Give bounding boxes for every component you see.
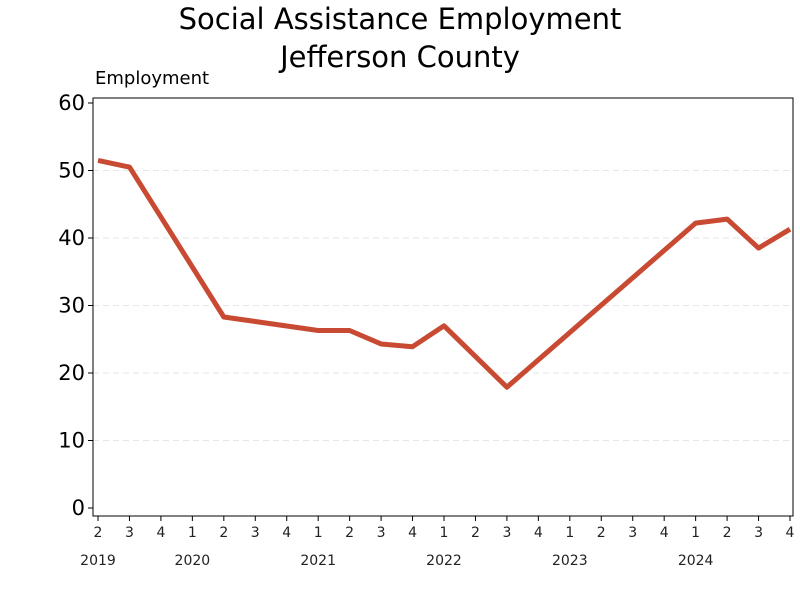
x-tick-label: 4: [282, 525, 291, 541]
x-tick-label: 4: [534, 525, 543, 541]
x-tick-label: 3: [377, 525, 386, 541]
year-label: 2023: [552, 553, 588, 569]
x-tick-label: 1: [440, 525, 449, 541]
year-label: 2022: [426, 553, 462, 569]
x-tick-label: 2: [597, 525, 606, 541]
plot-frame: [92, 97, 794, 517]
x-tick-label: 3: [628, 525, 637, 541]
series-line: [97, 157, 792, 390]
x-tick-label: 3: [125, 525, 134, 541]
year-label: 2021: [300, 553, 336, 569]
x-tick-label: 2: [219, 525, 228, 541]
year-label: 2020: [175, 553, 211, 569]
x-tick-label: 3: [251, 525, 260, 541]
y-tick-label: 40: [58, 226, 85, 250]
x-tick-label: 2: [345, 525, 354, 541]
y-tick-label: 60: [58, 91, 85, 115]
x-tick-label: 4: [660, 525, 669, 541]
chart-subtitle: Jefferson County: [280, 40, 520, 74]
y-tick-label: 30: [58, 294, 85, 318]
x-tick-label: 2: [723, 525, 732, 541]
x-tick-label: 2: [471, 525, 480, 541]
y-tick-label: 0: [72, 496, 85, 520]
x-tick-label: 2: [94, 525, 103, 541]
chart-title: Social Assistance Employment: [178, 2, 622, 36]
x-tick-label: 4: [156, 525, 165, 541]
x-tick-label: 1: [188, 525, 197, 541]
year-label: 2019: [80, 553, 116, 569]
y-tick-label: 20: [58, 361, 85, 385]
y-tick-label: 50: [58, 159, 85, 183]
year-label: 2024: [678, 553, 714, 569]
x-tick-label: 1: [691, 525, 700, 541]
y-axis-label: Employment: [95, 68, 210, 89]
x-tick-label: 1: [314, 525, 323, 541]
x-tick-label: 4: [786, 525, 795, 541]
x-tick-label: 3: [502, 525, 511, 541]
x-tick-label: 3: [754, 525, 763, 541]
x-tick-label: 4: [408, 525, 417, 541]
x-tick-label: 1: [565, 525, 574, 541]
y-tick-label: 10: [58, 429, 85, 453]
